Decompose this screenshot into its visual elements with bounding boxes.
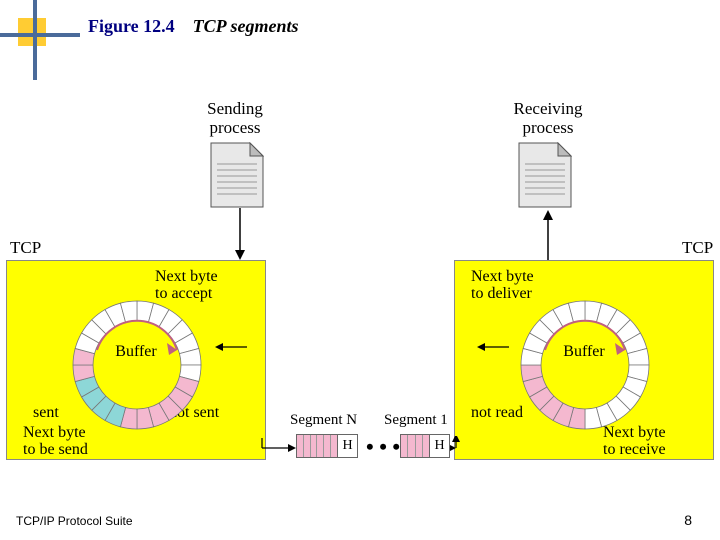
receiving-buffer-box: Next byte to deliver Buffer not read Nex… [454,260,714,460]
tcp-left-label: TCP [10,238,41,258]
figure-title: TCP segments [193,16,299,37]
segment-1-label: Segment 1 [384,412,448,429]
segment-1: H [400,434,450,458]
arrow-out-ring-right [475,339,511,355]
tcp-right-label: TCP [682,238,713,258]
arrow-down-icon [230,208,250,262]
diagram-area: Sending process Receiving process TCP TC… [0,100,720,480]
segment-n-header: H [338,434,358,458]
title-row: Figure 12.4 TCP segments [88,16,299,37]
footer-text: TCP/IP Protocol Suite [16,514,133,528]
segment-n-body [296,434,338,458]
arrow-exit-left-box [260,436,300,456]
segments-ellipsis: • • • [366,434,400,460]
slide-corner-decor [0,0,90,90]
sending-buffer-box: Next byte to accept Buffer sent not sent… [6,260,266,460]
segment-1-header: H [430,434,450,458]
receiving-process-label: Receiving process [498,100,598,137]
receiving-buffer-ring [513,293,657,437]
receiving-document-icon [518,142,572,208]
arrow-up-icon [538,208,558,262]
sent-label: sent [33,405,59,422]
arrow-into-ring-left [213,339,249,355]
sending-buffer-ring [65,293,209,437]
sending-document-icon [210,142,264,208]
figure-number: Figure 12.4 [88,16,175,37]
segment-n-label: Segment N [290,412,357,429]
segment-1-body [400,434,430,458]
sending-process-label: Sending process [190,100,280,137]
segment-n: H [296,434,358,458]
page-number: 8 [684,512,692,528]
